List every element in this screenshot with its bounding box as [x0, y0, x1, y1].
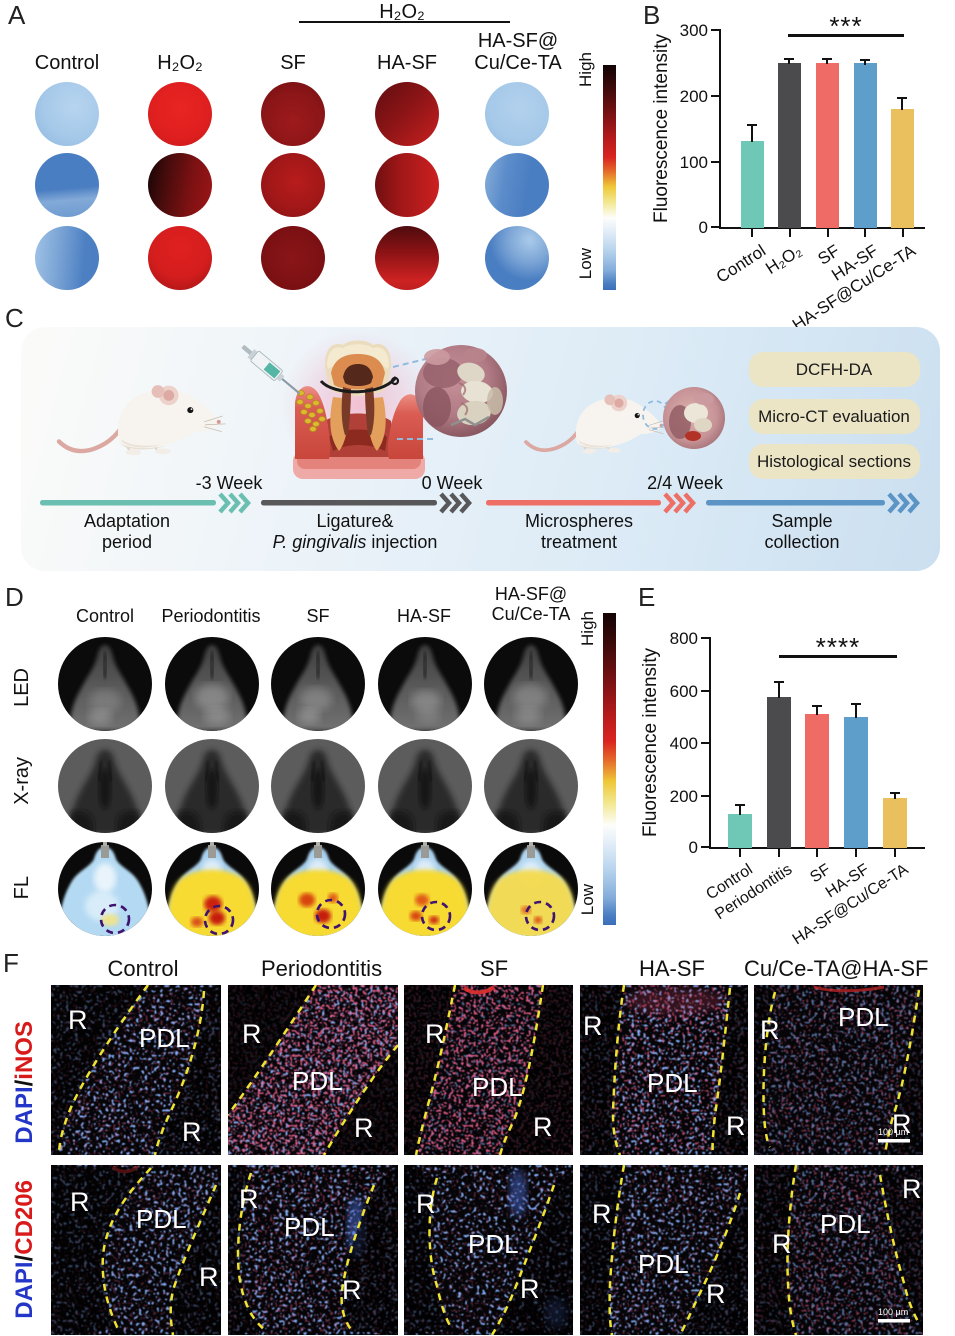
svg-text:R: R [239, 1184, 259, 1214]
svg-text:Ligature&: Ligature& [316, 511, 393, 531]
svg-text:R: R [199, 1262, 219, 1292]
svg-text:P. gingivalis injection: P. gingivalis injection [273, 532, 438, 552]
svg-text:Sample: Sample [771, 511, 832, 531]
svg-text:R: R [583, 1011, 603, 1041]
svg-text:R: R [706, 1279, 726, 1309]
svg-text:R: R [902, 1174, 922, 1204]
svg-text:100 µm: 100 µm [878, 1307, 908, 1317]
svg-text:R: R [425, 1019, 445, 1049]
svg-text:2/4 Week: 2/4 Week [647, 473, 724, 493]
svg-text:R: R [592, 1199, 612, 1229]
svg-text:R: R [242, 1019, 262, 1049]
svg-text:R: R [726, 1111, 746, 1141]
svg-text:R: R [772, 1229, 792, 1259]
svg-text:R: R [416, 1189, 436, 1219]
svg-text:-3 Week: -3 Week [196, 473, 264, 493]
svg-text:PDL: PDL [820, 1209, 871, 1239]
svg-text:R: R [760, 1015, 780, 1045]
svg-text:100 µm: 100 µm [878, 1127, 908, 1137]
svg-text:PDL: PDL [838, 1002, 889, 1032]
svg-text:R: R [520, 1274, 540, 1304]
svg-text:Adaptation: Adaptation [84, 511, 170, 531]
svg-text:0 Week: 0 Week [422, 473, 484, 493]
svg-text:R: R [533, 1112, 553, 1142]
svg-text:PDL: PDL [139, 1023, 190, 1053]
svg-text:R: R [70, 1187, 90, 1217]
svg-text:DCFH-DA: DCFH-DA [796, 360, 873, 379]
svg-text:PDL: PDL [647, 1068, 698, 1098]
svg-text:Microspheres: Microspheres [525, 511, 633, 531]
svg-text:PDL: PDL [472, 1072, 523, 1102]
svg-text:period: period [102, 532, 152, 552]
svg-text:R: R [342, 1275, 362, 1305]
svg-text:PDL: PDL [638, 1249, 689, 1279]
svg-text:R: R [354, 1113, 374, 1143]
svg-text:PDL: PDL [284, 1212, 335, 1242]
svg-text:PDL: PDL [292, 1066, 343, 1096]
svg-text:R: R [182, 1117, 202, 1147]
svg-text:PDL: PDL [468, 1229, 519, 1259]
svg-text:Micro-CT evaluation: Micro-CT evaluation [758, 407, 910, 426]
svg-text:R: R [68, 1005, 88, 1035]
svg-text:Histological sections: Histological sections [757, 452, 911, 471]
svg-text:R: R [892, 1109, 912, 1139]
svg-text:treatment: treatment [541, 532, 617, 552]
svg-text:PDL: PDL [136, 1204, 187, 1234]
svg-text:collection: collection [764, 532, 839, 552]
